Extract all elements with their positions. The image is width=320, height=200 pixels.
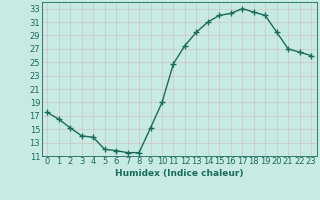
X-axis label: Humidex (Indice chaleur): Humidex (Indice chaleur) [115,169,244,178]
